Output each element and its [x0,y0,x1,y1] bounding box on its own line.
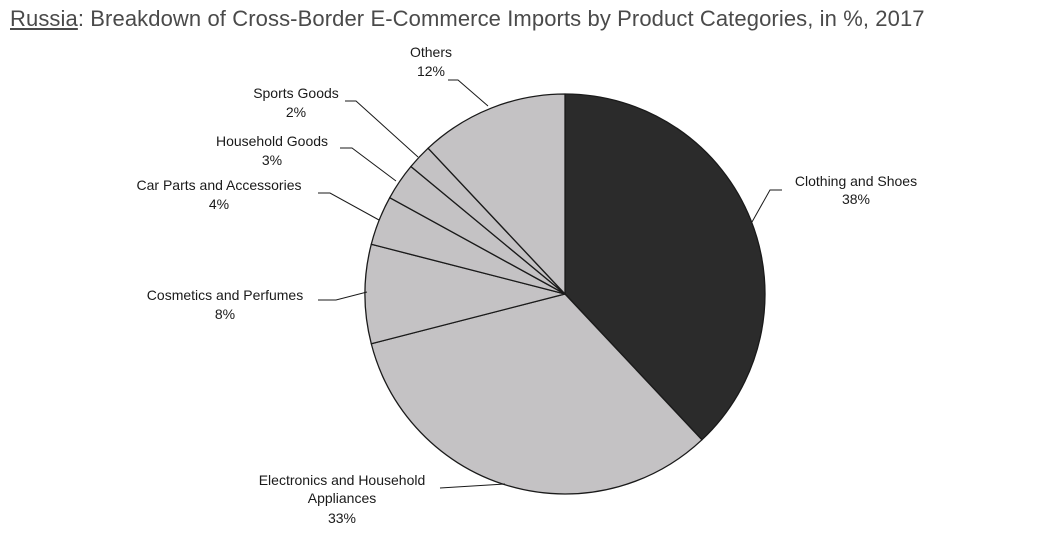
slice-value-clothing-and-shoes: 38% [842,191,870,207]
leader-line-sports-goods [345,100,419,158]
slice-value-sports-goods: 2% [286,104,306,120]
slice-label-cosmetics-and-perfumes: Cosmetics and Perfumes [147,287,303,303]
leader-line-car-parts-and-accessories [318,192,380,221]
slice-label-car-parts-and-accessories: Car Parts and Accessories [137,177,302,193]
slice-label-electronics-and-household-appliances: Electronics and Household Appliances [259,472,426,506]
pie-slice-electronics-and-household-appliances [370,293,703,495]
slice-value-others: 12% [417,63,445,79]
slice-value-car-parts-and-accessories: 4% [209,196,229,212]
chart-title: Russia: Breakdown of Cross-Border E-Comm… [10,6,925,32]
leader-line-household-goods [340,147,397,182]
pie-slice-clothing-and-shoes [564,93,766,441]
slice-label-household-goods: Household Goods [216,133,328,149]
leader-line-clothing-and-shoes [751,189,782,223]
slice-label-sports-goods: Sports Goods [253,85,339,101]
slice-value-household-goods: 3% [262,152,282,168]
slice-label-clothing-and-shoes: Clothing and Shoes [795,173,917,189]
pie-slice-cosmetics-and-perfumes [364,243,566,345]
slice-label-others: Others [410,44,452,60]
leader-line-cosmetics-and-perfumes [318,291,368,301]
chart-title-country: Russia [10,6,78,31]
slice-value-cosmetics-and-perfumes: 8% [215,306,235,322]
leader-line-others [448,79,489,107]
pie-slice-others [427,93,566,295]
slice-value-electronics-and-household-appliances: 33% [328,510,356,526]
leader-line-electronics-and-household-appliances [439,483,506,489]
chart-title-text: : Breakdown of Cross-Border E-Commerce I… [77,6,925,31]
